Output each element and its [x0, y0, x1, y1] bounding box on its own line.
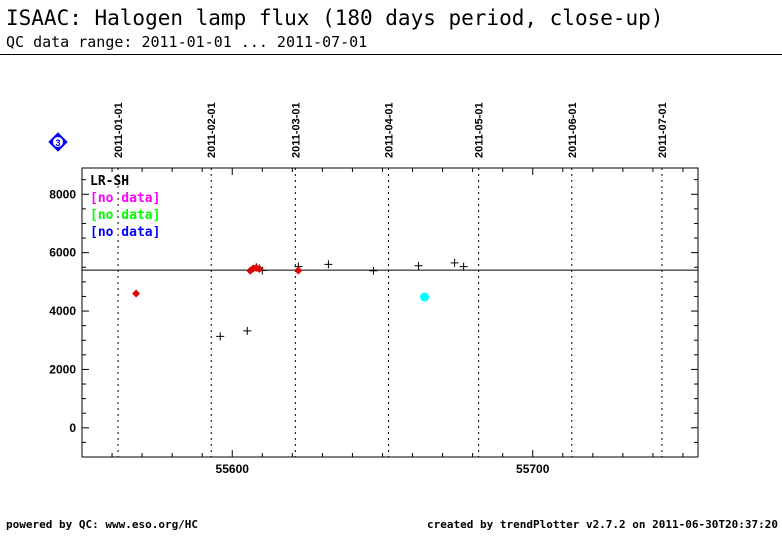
date-marker-label: 2011-02-01 — [206, 102, 218, 158]
y-tick-label: 8000 — [49, 187, 76, 201]
date-marker-label: 2011-07-01 — [657, 102, 669, 158]
page-title: ISAAC: Halogen lamp flux (180 days perio… — [6, 6, 664, 30]
data-point-plus — [369, 266, 378, 275]
x-tick-label: 55700 — [516, 462, 550, 476]
data-point-diamond — [132, 289, 141, 298]
data-point-diamond — [294, 266, 303, 275]
y-tick-label: 6000 — [49, 246, 76, 260]
y-tick-label: 4000 — [49, 304, 76, 318]
data-point-plus — [216, 332, 225, 341]
legend-entry: LR-SH — [90, 174, 129, 189]
date-marker-label: 2011-06-01 — [567, 102, 579, 158]
date-marker-label: 2011-04-01 — [383, 102, 395, 158]
data-point-circle — [420, 292, 430, 302]
footer-powered-by: powered by QC: www.eso.org/HC — [6, 518, 199, 531]
date-marker-label: 2011-01-01 — [113, 102, 125, 158]
date-marker-label: 2011-05-01 — [474, 102, 486, 158]
y-tick-label: 0 — [69, 421, 76, 435]
status-badge[interactable]: 3 — [48, 132, 68, 152]
data-point-plus — [243, 326, 252, 335]
header-divider — [0, 54, 782, 55]
badge-label: 3 — [55, 138, 60, 148]
legend-entry: [no data] — [90, 191, 160, 206]
x-tick-label: 55600 — [216, 462, 250, 476]
data-point-plus — [450, 258, 459, 267]
data-point-diamond — [255, 265, 264, 274]
footer-created-by: created by trendPlotter v2.7.2 on 2011-0… — [427, 518, 778, 531]
y-tick-label: 2000 — [49, 362, 76, 376]
data-point-plus — [414, 261, 423, 270]
date-marker-label: 2011-03-01 — [290, 102, 302, 158]
data-point-plus — [459, 262, 468, 271]
data-range-subtitle: QC data range: 2011-01-01 ... 2011-07-01 — [6, 33, 368, 51]
legend-entry: [no data] — [90, 225, 160, 240]
legend-entry: [no data] — [90, 208, 160, 223]
data-point-plus — [324, 260, 333, 269]
plot-frame — [81, 167, 699, 458]
